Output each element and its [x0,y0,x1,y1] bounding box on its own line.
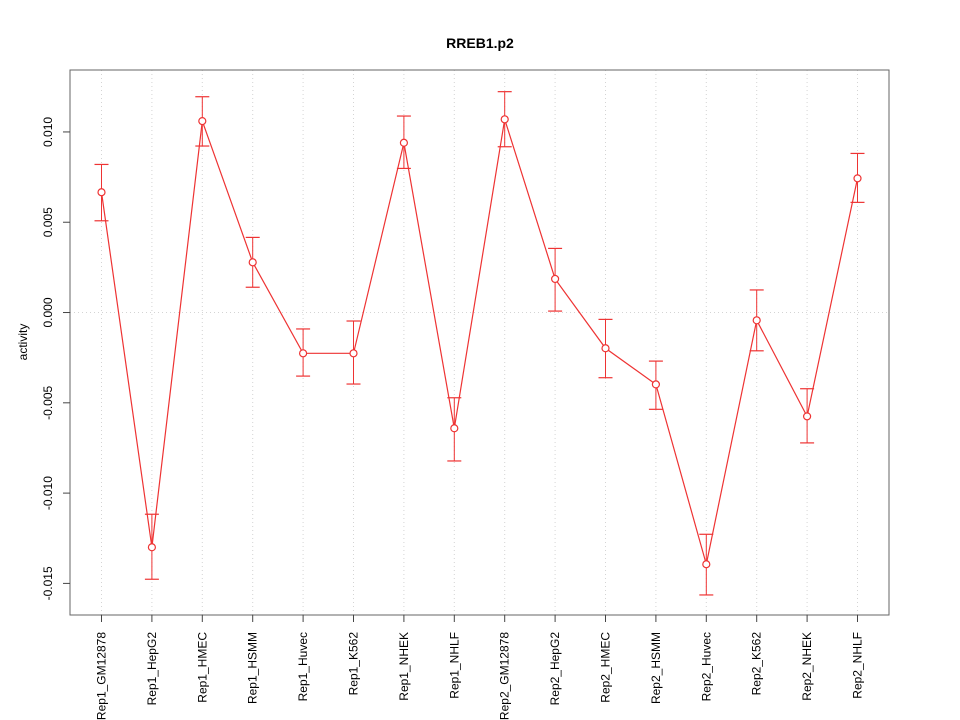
x-tick-label: Rep2_HepG2 [548,632,562,706]
data-point [248,258,257,267]
x-tick-label: Rep2_HMEC [599,632,613,703]
x-tick-label: Rep2_K562 [750,632,764,696]
y-axis-label: activity [16,324,30,361]
y-tick-label: 0.000 [41,297,55,327]
y-axis: -0.015 -0.010 -0.005 0.000 0.005 0.010 [41,117,70,600]
x-tick-label: Rep2_Huvec [699,632,713,701]
x-tick-label: Rep1_NHLF [447,632,461,699]
data-point [97,188,106,197]
y-tick-label: -0.005 [41,385,55,419]
data-point [550,274,560,284]
plot-box [69,69,890,616]
data-point [752,316,761,325]
x-tick-label: Rep1_Huvec [296,632,310,701]
data-point [198,117,207,126]
data-point [299,349,308,358]
series-line [100,119,859,565]
data-point [702,560,711,569]
data-points [97,115,862,569]
error-bars [94,91,865,596]
data-point [349,349,358,358]
x-tick-label: Rep1_HSMM [246,632,260,704]
data-point [147,543,156,552]
x-tick-label: Rep1_NHEK [397,632,411,701]
x-tick-label: Rep2_HSMM [649,632,663,704]
y-tick-label: 0.010 [41,117,55,147]
y-tick-label: 0.005 [41,207,55,237]
x-tick-label: Rep1_K562 [347,632,361,696]
data-point [853,174,862,183]
x-tick-label: Rep1_HepG2 [145,632,159,706]
y-tick-label: -0.015 [41,566,55,600]
x-tick-label: Rep2_GM12878 [498,632,512,720]
data-point [450,424,459,433]
x-tick-label: Rep1_HMEC [195,632,209,703]
data-point [500,115,509,124]
data-point [601,344,610,353]
chart-title: RREB1.p2 [446,35,514,51]
plot-area: -0.015 -0.010 -0.005 0.000 0.005 0.010 Rep1_GM… [41,69,890,720]
data-point [651,380,661,389]
x-tick-label: Rep1_GM12878 [95,632,109,720]
y-tick-label: -0.010 [41,476,55,510]
data-point [399,138,408,147]
x-tick-label: Rep2_NHEK [800,632,814,701]
data-point [802,412,812,421]
x-axis: Rep1_GM12878 Rep1_HepG2 Rep1_HMEC Rep1_HSMM… [95,615,865,720]
x-tick-label: Rep2_NHLF [851,632,865,699]
gridlines [70,70,889,615]
